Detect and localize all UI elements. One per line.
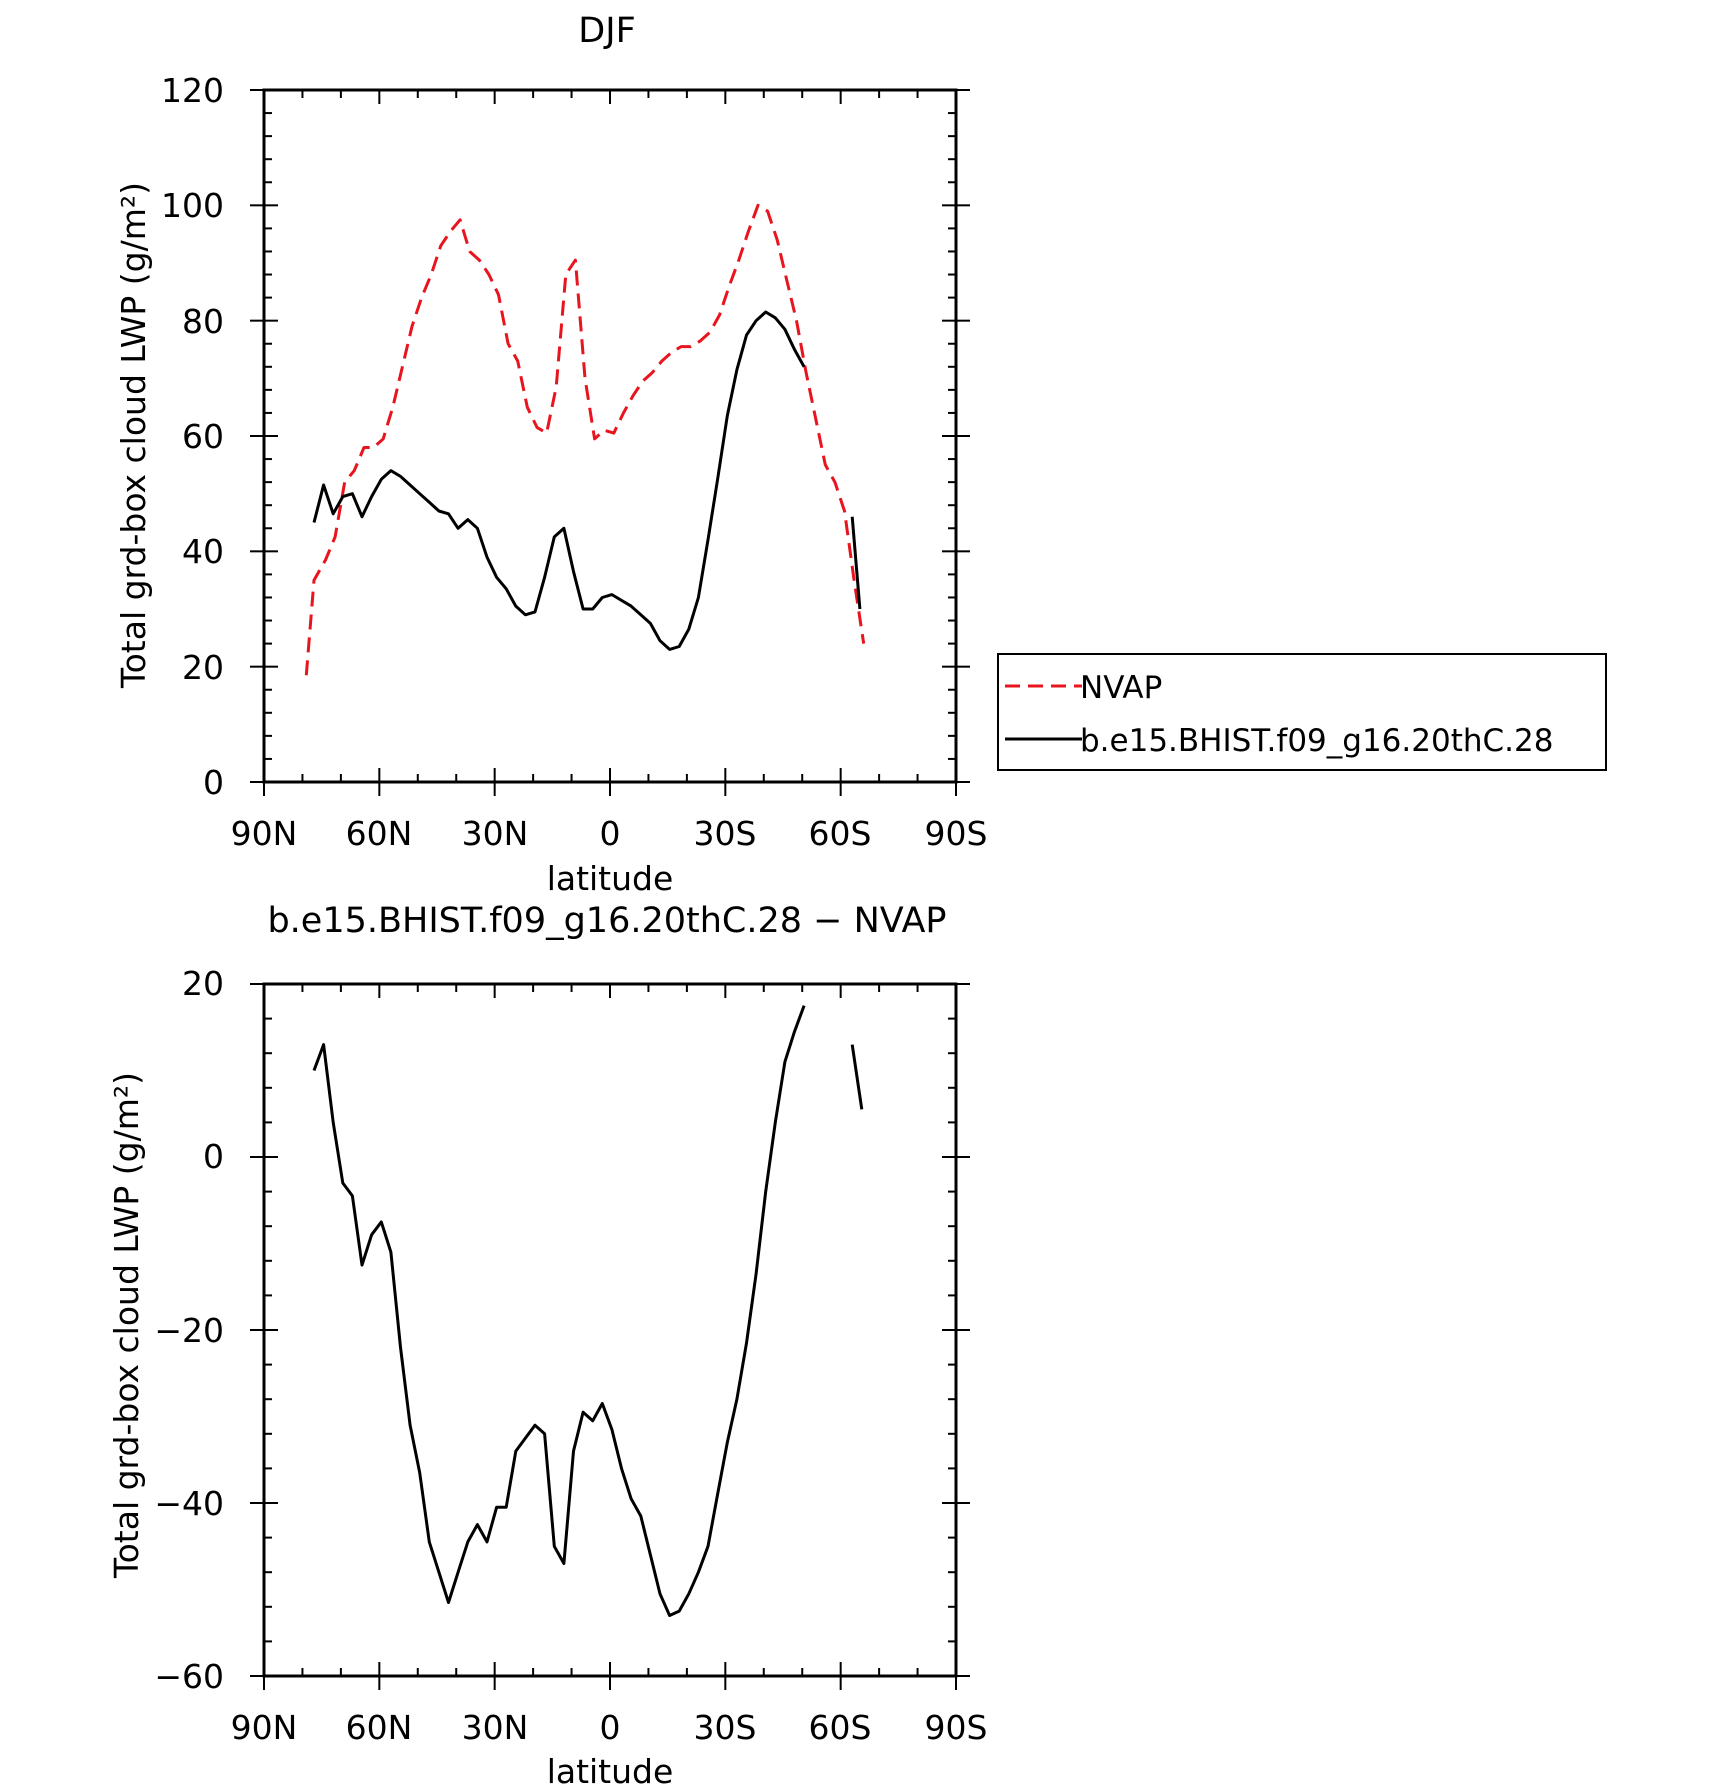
top-x-tick-label: 0: [600, 814, 621, 853]
bottom-chart-x-label: latitude: [547, 1752, 674, 1789]
legend-model-label: b.e15.BHIST.f09_g16.20thC.28: [1080, 723, 1553, 759]
top-x-tick-label: 30N: [462, 814, 529, 853]
bottom-chart-y-label: Total grd-box cloud LWP (g/m²): [107, 1072, 146, 1579]
top-y-tick-label: 0: [203, 763, 224, 802]
top-x-tick-label: 60S: [809, 814, 872, 853]
top-chart-series: [304, 203, 866, 676]
top-y-tick-label: 80: [182, 302, 224, 341]
bottom-chart: b.e15.BHIST.f09_g16.20thC.28 − NVAP −60 …: [107, 901, 987, 1789]
bottom-chart-series: [312, 1005, 864, 1617]
top-x-tick-label: 30S: [694, 814, 757, 853]
top-chart-title: DJF: [578, 11, 635, 51]
top-y-tick-label: 100: [161, 186, 224, 225]
bottom-chart-x-tick-labels: 90N 60N 30N 0 30S 60S 90S: [231, 1708, 988, 1747]
top-series-line-b-e15-bhist-f09-g16-20thc-28: [312, 310, 806, 651]
top-chart-x-tick-labels: 90N 60N 30N 0 30S 60S 90S: [231, 814, 988, 853]
bottom-x-tick-label: 0: [600, 1708, 621, 1747]
top-x-tick-label: 90S: [925, 814, 988, 853]
top-series-line-b-e15-bhist-f09-g16-20thc-28: [850, 516, 862, 610]
bottom-y-tick-label: −20: [154, 1311, 224, 1350]
top-y-tick-label: 40: [182, 532, 224, 571]
top-chart-y-label: Total grd-box cloud LWP (g/m²): [114, 182, 153, 689]
bottom-x-tick-label: 30N: [462, 1708, 529, 1747]
top-series-line-nvap: [304, 203, 866, 676]
top-chart: DJF 0 20 40 60 80 100 120 90N 60N 30N 0 …: [114, 11, 987, 898]
bottom-x-tick-label: 60N: [346, 1708, 413, 1747]
legend-box: [997, 653, 1607, 771]
legend-nvap-label: NVAP: [1080, 670, 1162, 706]
bottom-chart-ticks: [250, 983, 970, 1690]
top-y-tick-label: 20: [182, 648, 224, 687]
bottom-y-tick-label: 20: [182, 964, 224, 1003]
bottom-y-tick-label: 0: [203, 1137, 224, 1176]
bottom-x-tick-label: 90N: [231, 1708, 298, 1747]
bottom-chart-title: b.e15.BHIST.f09_g16.20thC.28 − NVAP: [267, 901, 946, 941]
top-chart-ticks: [250, 89, 970, 796]
bottom-x-tick-label: 90S: [925, 1708, 988, 1747]
top-x-tick-label: 60N: [346, 814, 413, 853]
bottom-y-tick-label: −40: [154, 1484, 224, 1523]
top-y-tick-label: 120: [161, 71, 224, 110]
bottom-chart-y-tick-labels: −60 −40 −20 0 20: [154, 964, 224, 1696]
top-x-tick-label: 90N: [231, 814, 298, 853]
top-chart-y-tick-labels: 0 20 40 60 80 100 120: [161, 71, 224, 802]
top-chart-x-label: latitude: [547, 859, 674, 898]
bottom-x-tick-label: 60S: [809, 1708, 872, 1747]
bottom-x-tick-label: 30S: [694, 1708, 757, 1747]
legend: NVAP b.e15.BHIST.f09_g16.20thC.28: [997, 653, 1607, 771]
bottom-y-tick-label: −60: [154, 1657, 224, 1696]
bottom-series-line-difference: [850, 1044, 864, 1110]
top-y-tick-label: 60: [182, 417, 224, 456]
bottom-series-line-difference: [312, 1005, 806, 1617]
